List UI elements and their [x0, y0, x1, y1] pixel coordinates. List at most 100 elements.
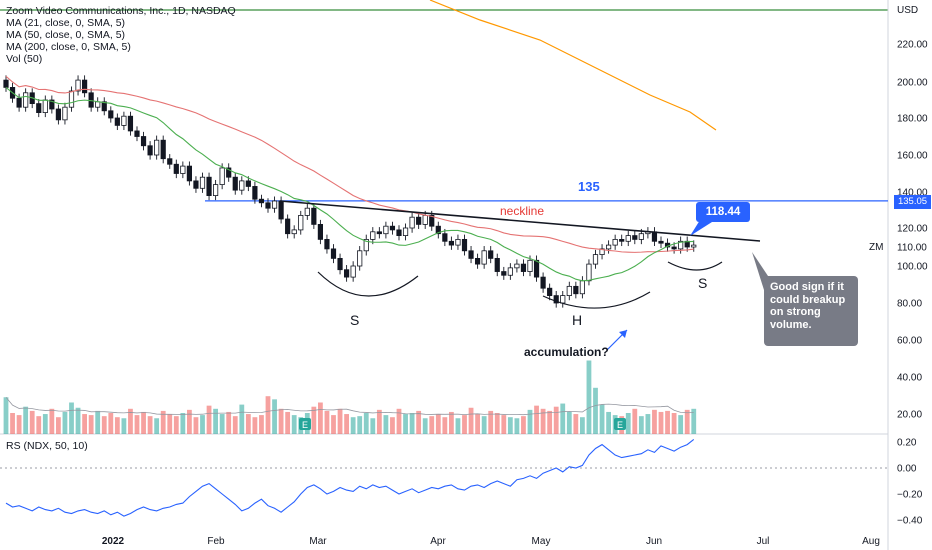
candle-body: [298, 214, 304, 231]
candle-body: [429, 214, 435, 227]
volume-bar: [501, 415, 507, 434]
indicator-ma50: MA (50, close, 0, SMA, 5): [6, 29, 126, 41]
volume-bar: [671, 413, 677, 434]
volume-bar: [468, 407, 474, 434]
volume-bar: [141, 411, 146, 434]
candle-body: [114, 117, 120, 126]
level-label: 135: [578, 179, 600, 194]
candle-body: [402, 227, 409, 236]
volume-bar: [665, 410, 670, 434]
candle-body: [599, 248, 605, 255]
candle-body: [75, 79, 81, 92]
volume-bar: [580, 417, 585, 434]
volume-bar: [370, 418, 376, 434]
volume-bar: [42, 414, 48, 434]
volume-bar: [187, 409, 192, 434]
volume-bar: [527, 409, 533, 434]
candle-body: [448, 240, 455, 246]
accumulation-label: accumulation?: [524, 345, 609, 359]
rs-tick-label: 0.00: [897, 464, 917, 475]
candle-body: [573, 285, 579, 295]
x-tick-label: Jul: [757, 536, 770, 547]
symbol-title: Zoom Video Communications, Inc., 1D, NAS…: [6, 5, 236, 17]
y-tick-label: 140.00: [897, 188, 928, 199]
candle-body: [651, 231, 658, 242]
candle-body: [212, 184, 219, 197]
left-shoulder-label: S: [350, 312, 360, 328]
candle-body: [560, 295, 566, 304]
candle-body: [23, 92, 29, 108]
volume-bar: [226, 411, 232, 434]
volume-bar: [75, 407, 81, 434]
volume-bar: [638, 416, 644, 434]
volume-bar: [331, 415, 336, 434]
candle-body: [350, 265, 356, 278]
candle-body: [108, 110, 114, 119]
candle-body: [533, 259, 540, 278]
y-tick-label: 200.00: [897, 78, 928, 89]
x-tick-label: Mar: [309, 536, 327, 547]
volume-bar: [455, 418, 461, 434]
volume-bar: [462, 415, 467, 434]
candle-body: [691, 244, 697, 248]
rs-tick-label: −0.40: [897, 516, 923, 527]
volume-bar: [245, 414, 251, 434]
candle-body: [383, 225, 389, 235]
volume-bar: [599, 404, 605, 434]
bubble-pointer: [690, 220, 712, 236]
indicator-ma200: MA (200, close, 0, SMA, 5): [6, 41, 131, 53]
candle-body: [376, 231, 382, 235]
candle-body: [579, 280, 586, 295]
earnings-marker-label: E: [302, 420, 308, 430]
candle-body: [206, 176, 212, 196]
volume-bar: [658, 411, 664, 434]
candle-body: [488, 250, 494, 259]
candle-body: [520, 263, 527, 272]
y-tick-label: 60.00: [897, 336, 922, 347]
candle-body: [619, 238, 625, 242]
candle-body: [678, 240, 684, 250]
volume-bar: [625, 413, 631, 434]
candle-body: [527, 259, 533, 272]
neckline: [279, 200, 761, 242]
candle-body: [239, 180, 245, 191]
volume-bar: [350, 417, 356, 434]
volume-bar: [3, 397, 9, 434]
volume-bar: [265, 396, 271, 434]
candle-body: [101, 101, 107, 112]
candle-body: [226, 167, 232, 178]
candle-body: [55, 108, 62, 121]
volume-bar: [167, 414, 173, 434]
candle-body: [507, 267, 513, 276]
candle-body: [154, 139, 160, 156]
volume-bar: [507, 417, 513, 434]
earnings-marker: [614, 418, 626, 430]
candle-body: [285, 218, 291, 235]
volume-bar: [173, 416, 179, 434]
earnings-marker-label: E: [617, 420, 623, 430]
volume-bar: [108, 413, 114, 434]
candle-body: [317, 223, 324, 240]
candle-body: [193, 180, 199, 189]
volume-bar: [344, 414, 349, 434]
volume-bar: [36, 416, 42, 434]
volume-bar: [239, 404, 245, 434]
volume-bar: [488, 410, 494, 434]
volume-bar: [147, 416, 153, 434]
volume-bar: [278, 408, 284, 434]
candle-body: [134, 130, 140, 137]
volume-bar: [383, 415, 389, 434]
candle-body: [612, 238, 618, 246]
callout-note: Good sign if it could breakup on strong …: [764, 276, 858, 346]
volume-bar: [586, 360, 592, 434]
candle-body: [324, 238, 330, 250]
volume-bar: [206, 405, 212, 434]
volume-bar: [291, 415, 297, 434]
candle-body: [62, 106, 68, 121]
candle-body: [474, 257, 481, 265]
candle-body: [540, 276, 546, 289]
volume-bar: [475, 414, 480, 434]
volume-bar: [514, 418, 520, 434]
volume-bar: [560, 403, 566, 434]
y-tick-label: 20.00: [897, 410, 922, 421]
